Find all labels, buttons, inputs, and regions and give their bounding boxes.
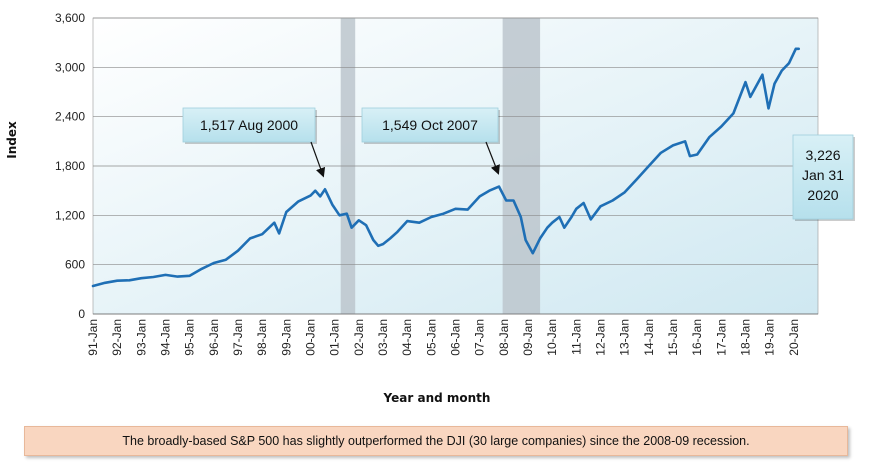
callout-peak-2000-label: 1,517 Aug 2000	[200, 117, 298, 133]
y-tick-label: 0	[78, 307, 85, 321]
x-tick-label: 92-Jan	[110, 319, 124, 356]
x-tick-label: 20-Jan	[787, 319, 801, 356]
x-tick-label: 95-Jan	[183, 319, 197, 356]
x-tick-label: 16-Jan	[690, 319, 704, 356]
x-tick-label: 03-Jan	[376, 319, 390, 356]
callout-latest-line: 2020	[807, 187, 838, 203]
callout-peak-2007-label: 1,549 Oct 2007	[382, 117, 478, 133]
x-tick-label: 12-Jan	[594, 319, 608, 356]
x-tick-label: 19-Jan	[763, 319, 777, 356]
series-line-layer	[91, 47, 800, 288]
callout-peak-2000-arrow	[310, 141, 326, 178]
y-tick-label: 3,000	[55, 60, 85, 74]
x-tick-label: 18-Jan	[739, 319, 753, 356]
callout-latest	[792, 134, 854, 220]
y-tick-label: 1,800	[55, 159, 85, 173]
x-tick-label: 02-Jan	[352, 319, 366, 356]
x-tick-label: 94-Jan	[159, 319, 173, 356]
y-tick-label: 1,200	[55, 208, 85, 222]
x-tick-label: 06-Jan	[449, 319, 463, 356]
x-tick-label: 08-Jan	[497, 319, 511, 356]
x-tick-label: 10-Jan	[545, 319, 559, 356]
x-tick-label: 09-Jan	[521, 319, 535, 356]
x-tick-label: 13-Jan	[618, 319, 632, 356]
y-axis-title: Index	[5, 121, 19, 159]
x-tick-label: 04-Jan	[400, 319, 414, 356]
y-tick-label: 3,600	[55, 11, 85, 25]
x-tick-label: 98-Jan	[255, 319, 269, 356]
x-tick-label: 11-Jan	[569, 319, 583, 355]
callout-peak-2007-arrow	[485, 141, 500, 175]
callout-peak-2007	[361, 107, 499, 143]
x-tick-label: 91-Jan	[86, 319, 100, 356]
x-tick-label: 97-Jan	[231, 319, 245, 356]
x-tick-label: 15-Jan	[666, 319, 680, 356]
x-axis-title: Year and month	[383, 391, 491, 405]
x-axis: 91-Jan 92-Jan 93-Jan 94-Jan 95-Jan 96-Jan 97-J…	[86, 313, 818, 356]
x-tick-label: 14-Jan	[642, 319, 656, 356]
x-tick-label: 05-Jan	[424, 319, 438, 356]
x-tick-label: 07-Jan	[473, 319, 487, 356]
x-tick-label: 96-Jan	[207, 319, 221, 356]
x-tick-label: 01-Jan	[328, 319, 342, 356]
y-tick-label: 2,400	[55, 110, 85, 124]
x-tick-label: 93-Jan	[134, 319, 148, 356]
chart: 0 600 1,200 1,800 2,400 3,000 3,600 91-Jan 92-J…	[5, 11, 855, 405]
callout-latest-line: 3,226	[805, 147, 840, 163]
series-line-1	[91, 47, 800, 288]
callout-peak-2000	[182, 107, 316, 143]
callout-latest-line: Jan 31	[802, 167, 844, 183]
footer-note: The broadly-based S&P 500 has slightly o…	[24, 426, 848, 456]
x-tick-label: 17-Jan	[714, 319, 728, 356]
annotations: 1,517 Aug 2000 1,549 Oct 2007 3,226 Jan 31 2…	[182, 107, 855, 221]
x-tick-label: 00-Jan	[304, 319, 318, 356]
y-axis: 0 600 1,200 1,800 2,400 3,000 3,600	[55, 11, 85, 321]
x-tick-label: 99-Jan	[279, 319, 293, 356]
y-tick-label: 600	[65, 258, 85, 272]
